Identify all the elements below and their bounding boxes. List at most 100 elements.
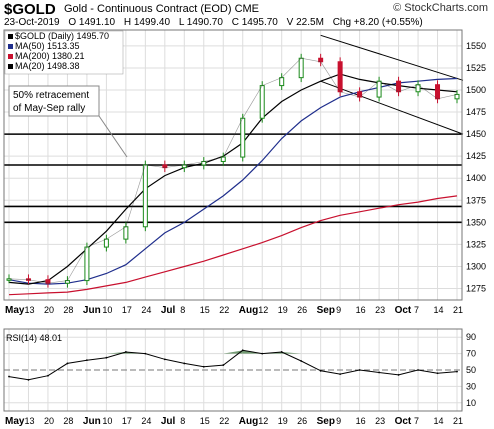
price-tick-label: 1550 — [466, 41, 486, 51]
date-tick-label: Jul — [161, 305, 176, 316]
price-tick-label: 1525 — [466, 63, 486, 73]
legend-item-ma50: MA(50) 1513.35 — [15, 41, 80, 51]
rsi-tick-label: 10 — [466, 398, 476, 408]
rsi-point — [417, 369, 419, 371]
price-panel-border — [3, 29, 463, 301]
legend-item-price: $GOLD (Daily) 1495.70 — [15, 31, 109, 41]
quote-change: Chg +8.20 (+0.55%) — [332, 17, 423, 28]
price-candle[interactable] — [259, 85, 265, 119]
price-candle[interactable] — [298, 57, 304, 79]
price-candle[interactable] — [337, 61, 343, 93]
rsi-date-tick-label: 20 — [44, 416, 54, 426]
price-candle[interactable] — [142, 164, 148, 228]
annotation-box — [8, 85, 100, 117]
rsi-point — [66, 362, 69, 365]
rsi-date-tick-label: Jun — [83, 416, 101, 427]
rsi-point — [105, 356, 108, 359]
chart-description: Gold - Continuous Contract (EOD) CME — [64, 3, 259, 15]
date-tick-label: 7 — [414, 305, 419, 315]
rsi-date-tick-label: 24 — [141, 416, 151, 426]
rsi-date-tick-label: 8 — [180, 416, 185, 426]
price-candle[interactable] — [84, 246, 90, 282]
annotation-line-2: of May-Sep rally — [13, 103, 85, 114]
price-tick-label: 1425 — [466, 151, 486, 161]
annotation-arrow — [98, 115, 128, 158]
quote-volume: V 22.5M — [286, 17, 324, 28]
rsi-tick-label: 70 — [466, 349, 476, 359]
ma50-line — [8, 77, 458, 285]
rsi-point — [202, 365, 205, 368]
date-tick-label: 17 — [122, 305, 132, 315]
price-candle[interactable] — [435, 84, 441, 100]
rsi-point — [8, 375, 10, 378]
plot-layer — [4, 34, 464, 381]
date-tick-label: 21 — [453, 305, 463, 315]
price-candle[interactable] — [396, 80, 402, 93]
legend-swatch-ma50 — [8, 44, 13, 49]
rsi-point — [358, 369, 361, 371]
price-candle[interactable] — [123, 226, 129, 240]
rsi-date-tick-label: 14 — [434, 416, 444, 426]
date-tick-label: Oct — [395, 305, 412, 316]
price-tick-label: 1275 — [466, 284, 486, 294]
rsi-point — [456, 370, 458, 373]
quote-date: 23-Oct-2019 — [4, 17, 60, 28]
date-tick-label: 10 — [102, 305, 112, 315]
quote-close: C 1495.70 — [231, 17, 278, 28]
price-candle[interactable] — [103, 238, 109, 248]
rsi-tick-label: 90 — [466, 332, 476, 342]
legend-box — [4, 30, 124, 75]
rsi-point — [241, 349, 244, 352]
rsi-point — [27, 378, 30, 381]
price-candle[interactable] — [240, 117, 246, 158]
price-tick-label: 1325 — [466, 239, 486, 249]
rsi-point — [378, 371, 380, 374]
rsi-date-tick-label: 21 — [453, 416, 463, 426]
rsi-point — [86, 359, 88, 362]
date-tick-label: May — [5, 305, 25, 316]
date-tick-label: 16 — [356, 305, 366, 315]
rsi-date-tick-label: 16 — [356, 416, 366, 426]
rsi-point — [319, 369, 322, 372]
date-tick-label: 12 — [258, 305, 268, 315]
rsi-point — [47, 374, 49, 377]
date-tick-label: 13 — [24, 305, 34, 315]
ma200-line — [8, 195, 458, 296]
rsi-point — [436, 372, 439, 375]
brand-watermark[interactable]: © StockCharts.com — [393, 2, 488, 14]
quote-high: H 1499.40 — [123, 17, 171, 28]
rsi-line[interactable] — [8, 349, 458, 381]
date-tick-label: Sep — [317, 305, 335, 316]
legend-swatch-ma200 — [8, 54, 13, 59]
price-candle[interactable] — [279, 77, 285, 87]
retracement-annotation: 50% retracement of May-Sep rally — [8, 85, 128, 158]
rsi-date-tick-label: 28 — [63, 416, 73, 426]
date-tick-label: 20 — [44, 305, 54, 315]
quote-open: O 1491.10 — [68, 17, 116, 28]
price-tick-label: 1375 — [466, 195, 486, 205]
price-tick-label: 1450 — [466, 129, 486, 139]
rsi-date-tick-label: 10 — [102, 416, 112, 426]
rsi-panel-border — [3, 328, 463, 412]
price-candle[interactable] — [454, 93, 460, 100]
rsi-point — [339, 373, 342, 375]
legend: $GOLD (Daily) 1495.70 MA(50) 1513.35 MA(… — [4, 30, 124, 75]
date-tick-label: 22 — [219, 305, 229, 315]
exchange-name: CME — [234, 3, 260, 15]
price-tick-label: 1475 — [466, 107, 486, 117]
quote-low: L 1490.70 — [178, 17, 223, 28]
date-tick-label: 28 — [63, 305, 73, 315]
date-tick-label: 23 — [375, 305, 385, 315]
price-candle[interactable] — [376, 80, 382, 98]
rsi-date-tick-label: Jul — [161, 416, 176, 427]
price-series-line — [8, 57, 458, 284]
channel-lower-line — [320, 80, 464, 135]
rsi-date-tick-label: 9 — [336, 416, 341, 426]
price-tick-label: 1400 — [466, 173, 486, 183]
rsi-point — [183, 362, 186, 365]
price-tick-label: 1350 — [466, 217, 486, 227]
rsi-date-tick-label: Aug — [239, 416, 258, 427]
instrument-name: Gold - Continuous Contract (EOD) — [64, 3, 232, 15]
date-tick-label: 24 — [141, 305, 151, 315]
